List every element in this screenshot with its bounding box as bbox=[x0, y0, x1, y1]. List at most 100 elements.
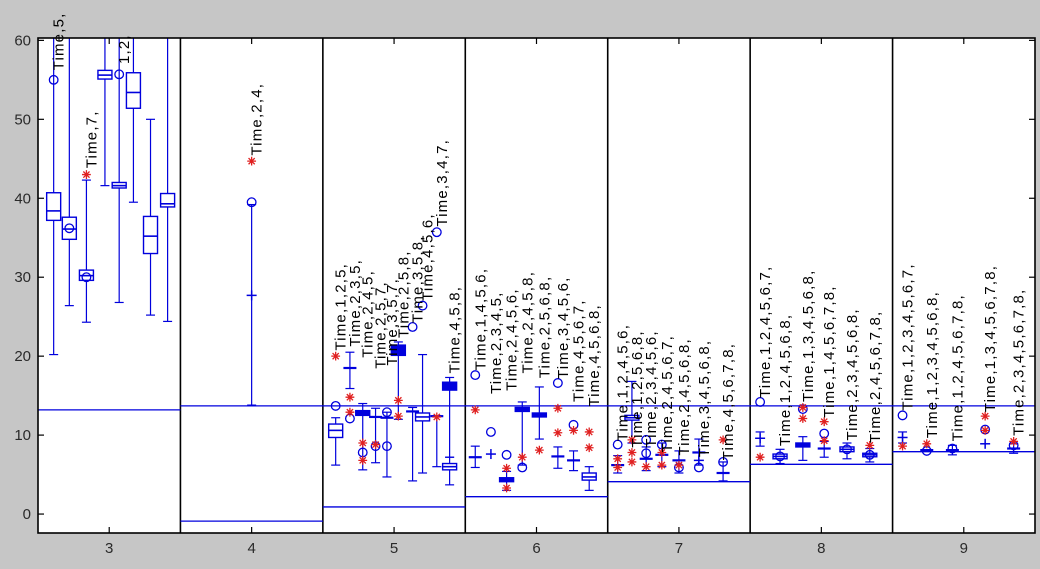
outlier-asterisk bbox=[627, 457, 637, 467]
outlier-asterisk bbox=[553, 403, 563, 413]
box bbox=[125, 72, 142, 109]
outlier-asterisk bbox=[641, 462, 651, 472]
outlier-circle bbox=[897, 410, 908, 421]
y-tick-label: 30 bbox=[14, 269, 31, 286]
series-label: Time,3,4,7, bbox=[434, 139, 451, 227]
outlier-asterisk bbox=[819, 436, 829, 446]
series-label: Time,2,3,4,5,6, bbox=[643, 330, 660, 448]
outlier-circle bbox=[612, 439, 623, 450]
box-filled bbox=[441, 381, 458, 391]
series-label: Time,1,2,3,4,5,6,7, bbox=[900, 263, 917, 410]
outlier-asterisk bbox=[502, 483, 511, 493]
outlier-circle bbox=[246, 197, 257, 208]
box bbox=[45, 192, 62, 222]
outlier-asterisk bbox=[345, 392, 355, 402]
series-label: Time,1,2,4,5,6,7, bbox=[757, 266, 774, 398]
outlier-asterisk bbox=[798, 403, 808, 412]
outlier-circle bbox=[552, 378, 563, 388]
series-label: Time,2,4,5,6,7, bbox=[659, 335, 676, 453]
outlier-circle bbox=[114, 69, 125, 80]
series-label: Time,2,5,6,8, bbox=[536, 276, 553, 379]
x-tick-label: 8 bbox=[817, 540, 825, 557]
box-filled bbox=[355, 409, 371, 417]
outlier-circle bbox=[48, 74, 59, 85]
outlier-circle bbox=[755, 396, 766, 407]
axis-box bbox=[37, 37, 1036, 534]
outlier-asterisk bbox=[247, 156, 257, 166]
outlier-circle bbox=[947, 443, 958, 454]
outlier-circle bbox=[864, 449, 875, 460]
outlier-asterisk bbox=[517, 452, 527, 462]
series-label: Time,1,3,4,5,6,7,8, bbox=[982, 265, 999, 412]
outlier-circle bbox=[81, 272, 92, 283]
series-label: Time,1,4,5,6,7,8, bbox=[821, 285, 838, 417]
box-filled bbox=[795, 442, 811, 448]
series-label: Time,2,3,4,5, bbox=[488, 291, 505, 394]
series-label: Time,2,4, bbox=[249, 83, 266, 156]
outlier-circle bbox=[485, 426, 496, 437]
outlier-asterisk bbox=[898, 441, 907, 451]
x-tick-label: 7 bbox=[675, 540, 683, 557]
outlier-asterisk bbox=[432, 412, 442, 422]
outlier-asterisk bbox=[1009, 437, 1019, 446]
y-tick-label: 20 bbox=[14, 348, 31, 365]
series-label: Time,2,5,7, bbox=[373, 281, 390, 369]
outlier-asterisk bbox=[613, 454, 623, 464]
box bbox=[142, 215, 159, 255]
outlier-circle bbox=[517, 462, 528, 473]
outlier-asterisk bbox=[358, 438, 368, 448]
outlier-circle bbox=[64, 223, 75, 234]
series-label: Time,2,4,5,6,7,8, bbox=[867, 311, 884, 443]
outlier-asterisk bbox=[371, 440, 380, 449]
outlier-asterisk bbox=[584, 443, 594, 453]
series-label: Time,1,2,5,6,8, bbox=[629, 330, 646, 448]
series-label: Time,7, bbox=[83, 110, 100, 168]
x-tick-label: 9 bbox=[960, 540, 968, 557]
outlier-circle bbox=[641, 448, 652, 459]
series-label: Time,2,4,5,8, bbox=[519, 271, 536, 374]
series-label: Time,2,3,5, bbox=[347, 259, 364, 347]
outlier-asterisk bbox=[657, 448, 667, 457]
outlier-asterisk bbox=[865, 440, 875, 450]
series-label: Time,3,5,8, bbox=[410, 235, 427, 323]
outlier-asterisk bbox=[980, 425, 990, 435]
series-label: Time,2,3,4,5,6,7,8, bbox=[1011, 289, 1028, 436]
outlier-asterisk bbox=[502, 463, 511, 473]
outlier-asterisk bbox=[82, 170, 91, 179]
outlier-asterisk bbox=[980, 411, 990, 421]
series-label: Time,1,2,4,5,6,8, bbox=[777, 314, 794, 446]
outlier-circle bbox=[641, 434, 652, 445]
series-label: Time,1,4,5,6, bbox=[472, 268, 489, 371]
y-tick-label: 50 bbox=[14, 111, 31, 128]
outlier-asterisk bbox=[534, 445, 544, 455]
outlier-asterisk bbox=[798, 414, 808, 423]
box-filled bbox=[531, 412, 548, 418]
series-label: Time,1,2,4,5,6, bbox=[615, 324, 632, 442]
outlier-asterisk bbox=[819, 417, 829, 427]
series-label: Time,1,2,4,5,6,7,8, bbox=[949, 294, 966, 441]
outlier-asterisk bbox=[627, 448, 637, 457]
series-label: Time,3,4,5,6,8, bbox=[696, 340, 713, 458]
outlier-circle bbox=[470, 370, 481, 381]
outlier-asterisk bbox=[584, 427, 594, 437]
y-tick-label: 10 bbox=[14, 427, 31, 444]
series-label: Time,4,5,6,7, bbox=[571, 299, 588, 402]
series-label: Time,4,5,6,7,8, bbox=[720, 343, 737, 461]
series-label: Time,1,2,3,4,5,6,8, bbox=[924, 291, 941, 438]
series-label: Time,4,5,6, bbox=[420, 213, 437, 301]
series-label: Time,2,4,5,6, bbox=[504, 288, 521, 391]
outlier-asterisk bbox=[345, 407, 355, 417]
series-label: Time,3,5,7, bbox=[384, 278, 401, 366]
box-filled bbox=[390, 344, 407, 357]
series-label: Time,3,4,5,6, bbox=[555, 276, 572, 379]
series-label: Time,5, bbox=[51, 13, 68, 71]
series-label: Time,1,2,5, bbox=[333, 263, 350, 351]
outlier-circle bbox=[693, 462, 704, 473]
series-label: Time,2,5,8, bbox=[395, 250, 412, 338]
outlier-circle bbox=[382, 407, 392, 418]
outlier-circle bbox=[775, 451, 786, 462]
box-filled bbox=[514, 406, 530, 413]
outlier-circle bbox=[417, 300, 428, 311]
outlier-circle bbox=[330, 400, 341, 411]
